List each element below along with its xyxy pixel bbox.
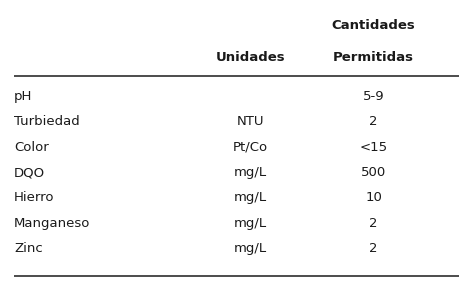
Text: 2: 2 <box>369 217 378 230</box>
Text: Permitidas: Permitidas <box>333 51 414 64</box>
Text: Zinc: Zinc <box>14 242 43 255</box>
Text: mg/L: mg/L <box>234 191 267 204</box>
Text: Color: Color <box>14 141 49 154</box>
Text: 500: 500 <box>361 166 386 179</box>
Text: mg/L: mg/L <box>234 242 267 255</box>
Text: <15: <15 <box>359 141 388 154</box>
Text: Hierro: Hierro <box>14 191 55 204</box>
Text: pH: pH <box>14 90 33 103</box>
Text: Unidades: Unidades <box>216 51 286 64</box>
Text: 10: 10 <box>365 191 382 204</box>
Text: 2: 2 <box>369 242 378 255</box>
Text: Cantidades: Cantidades <box>332 19 416 33</box>
Text: Manganeso: Manganeso <box>14 217 90 230</box>
Text: DQO: DQO <box>14 166 45 179</box>
Text: 2: 2 <box>369 115 378 128</box>
Text: 5-9: 5-9 <box>363 90 385 103</box>
Text: Turbiedad: Turbiedad <box>14 115 80 128</box>
Text: Pt/Co: Pt/Co <box>233 141 268 154</box>
Text: mg/L: mg/L <box>234 217 267 230</box>
Text: NTU: NTU <box>237 115 264 128</box>
Text: mg/L: mg/L <box>234 166 267 179</box>
